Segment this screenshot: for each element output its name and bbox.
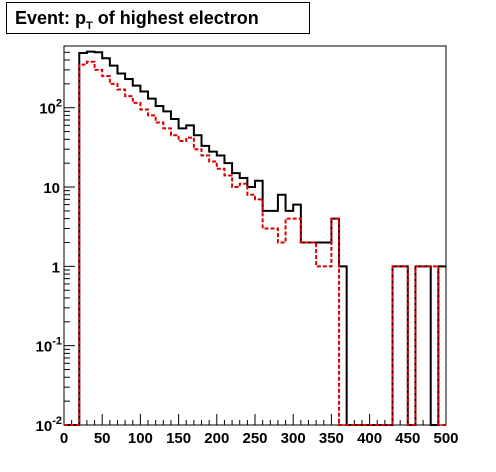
x-tick-label: 500 [433, 430, 458, 447]
x-tick-label: 50 [94, 430, 111, 447]
y-tick-label: 10 [43, 180, 60, 197]
title-main: Event: p [15, 8, 87, 28]
series-group [64, 50, 446, 426]
y-tick-label: 10-2 [36, 415, 62, 435]
y-tick-label: 1 [52, 259, 60, 276]
x-tick-label: 300 [281, 430, 306, 447]
x-tick-label: 400 [357, 430, 382, 447]
tick-labels: 0 50 100 150 200 250 300 350 400 450 500 10-2 10-1 1 1… [36, 98, 459, 447]
histogram-series-0 [64, 50, 446, 426]
y-tick-label: 10-1 [36, 336, 62, 356]
axis-ticks [63, 45, 447, 426]
x-tick-label: 250 [242, 430, 267, 447]
x-tick-label: 450 [395, 430, 420, 447]
x-tick-label: 350 [319, 430, 344, 447]
chart-title: Event: pT of highest electron [6, 2, 310, 34]
x-tick-label: 150 [166, 430, 191, 447]
title-subscript: T [86, 20, 93, 32]
histogram-series-1 [64, 60, 446, 426]
x-tick-label: 0 [60, 430, 68, 447]
x-tick-label: 200 [204, 430, 229, 447]
plot-frame [63, 45, 447, 426]
y-tick-label: 102 [39, 98, 62, 118]
title-rest: of highest electron [92, 8, 259, 28]
x-tick-label: 100 [128, 430, 153, 447]
